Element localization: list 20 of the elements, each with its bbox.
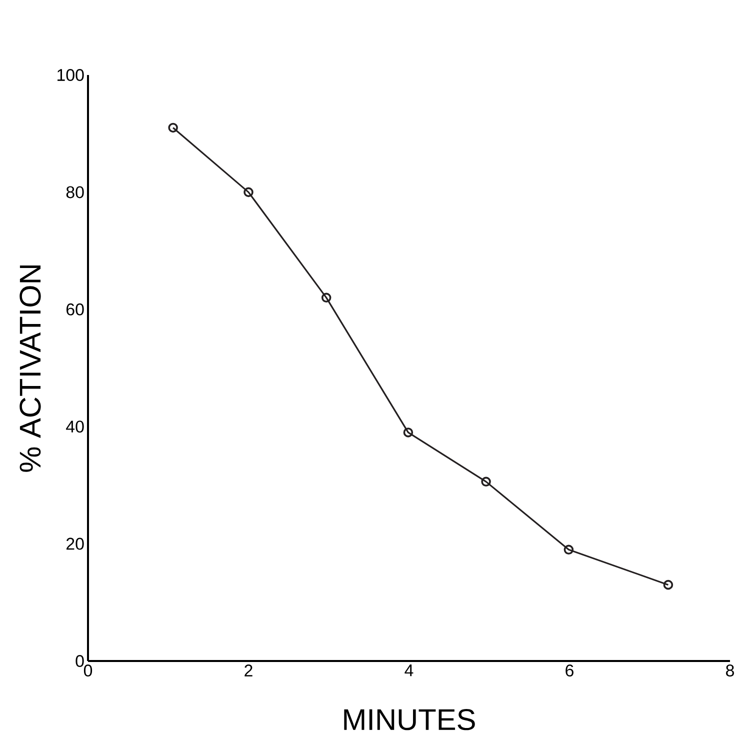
y-axis-title: % ACTIVATION [20,266,41,472]
point [564,544,574,555]
y-tick-label: 100 [58,68,84,81]
y-tick-label: 20 [66,538,84,550]
point [481,476,491,487]
point [403,428,414,438]
y-tick-label: 80 [66,186,84,198]
y-tick-label: 40 [66,420,84,433]
point [168,122,178,133]
y-tick-label: 60 [66,303,84,316]
x-tick-label: 6 [566,664,574,677]
y-tick-label: 0 [76,655,84,667]
x-tick-label: 2 [244,664,252,676]
point [244,187,254,198]
x-tick-label: 8 [726,664,734,677]
x-tick-label: 0 [84,664,92,677]
point [321,292,332,303]
x-tick-label: 4 [404,664,414,676]
x-axis-title: MINUTES [344,709,475,730]
point [663,580,674,590]
